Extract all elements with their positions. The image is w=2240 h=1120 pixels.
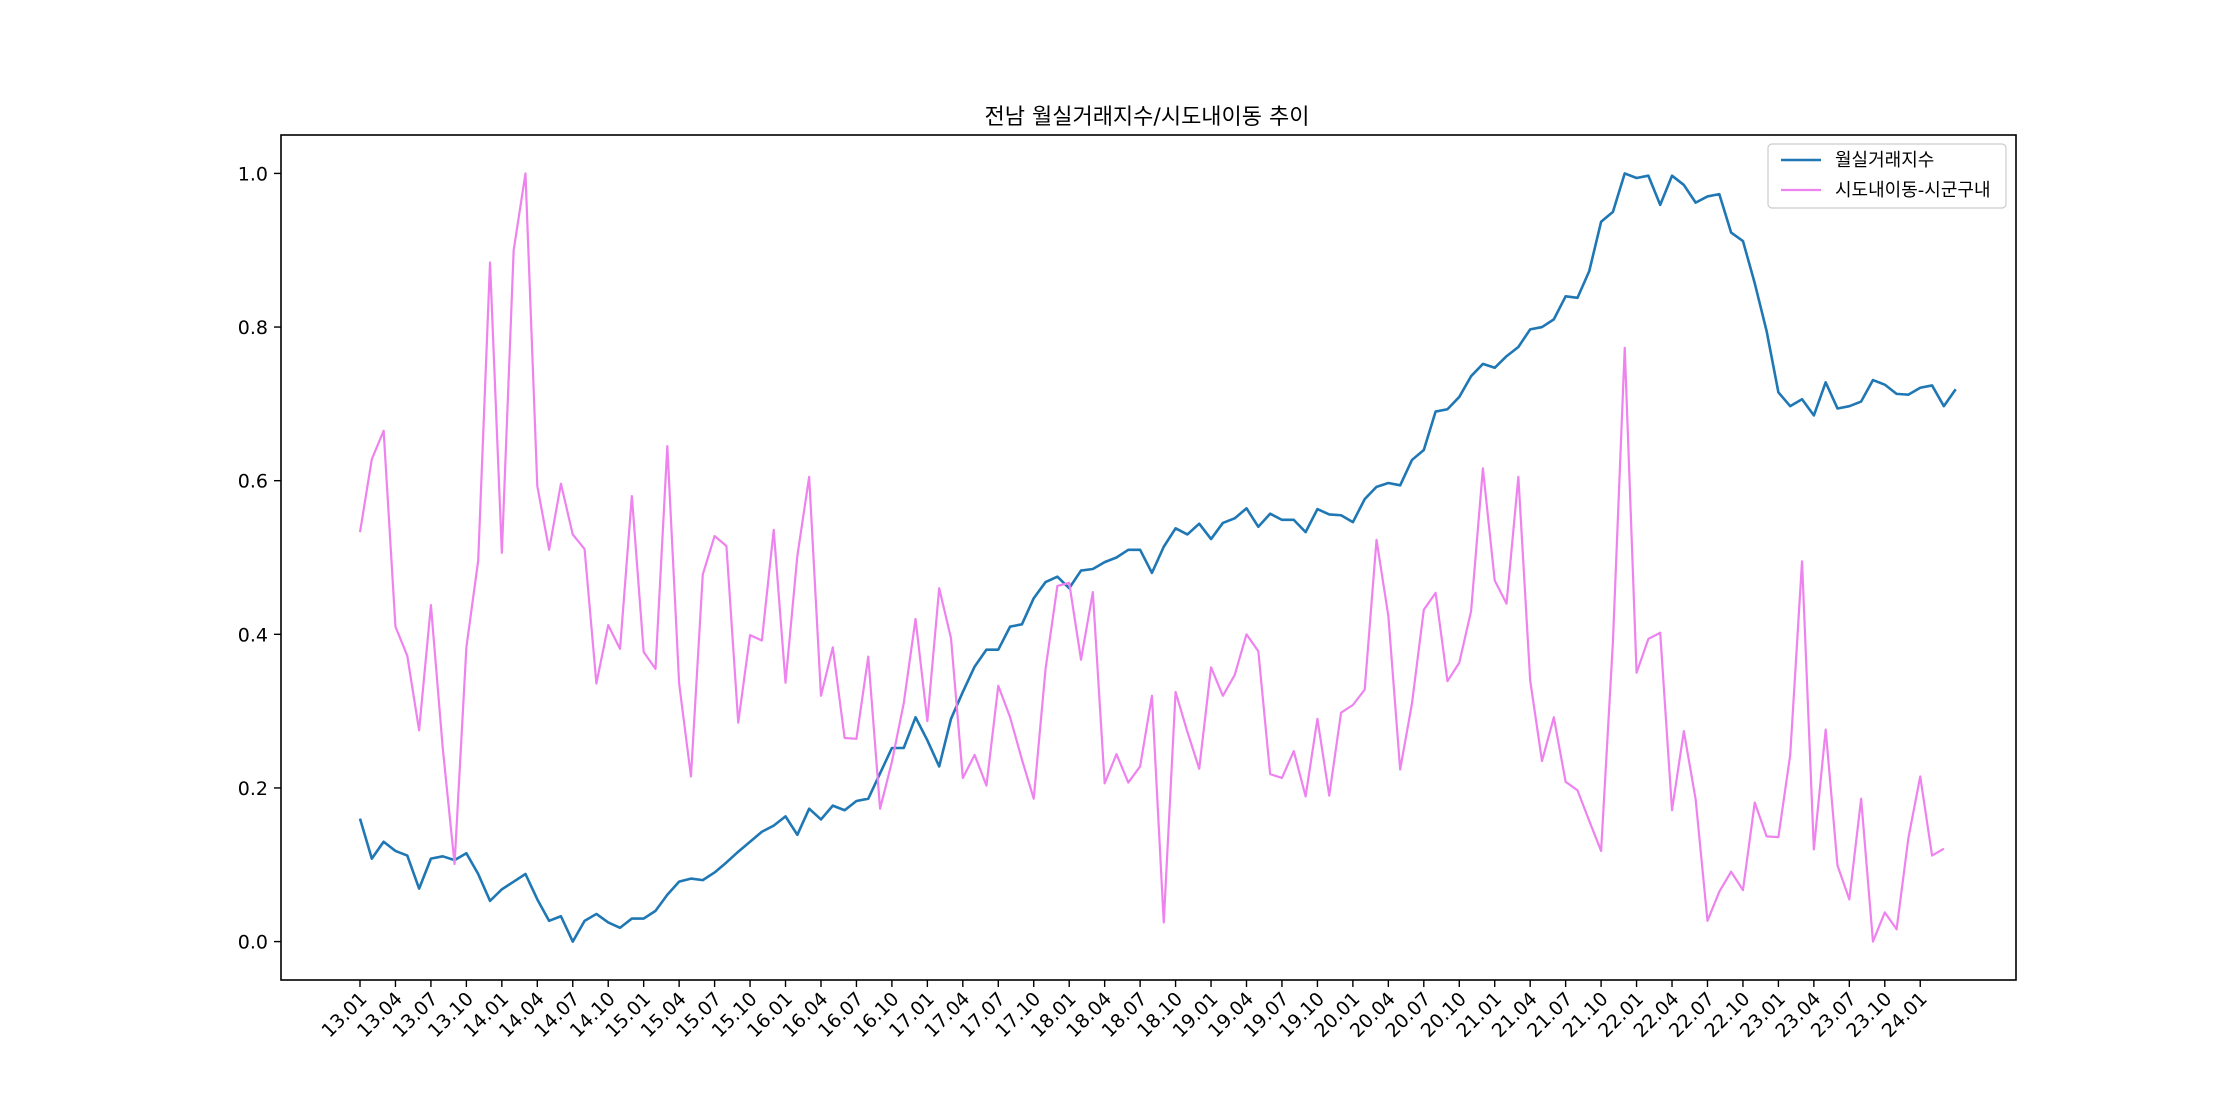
series-layer <box>358 172 1957 943</box>
y-tick-label: 0.2 <box>238 778 268 800</box>
series-line-1 <box>358 172 1957 943</box>
series-line-2 <box>358 172 1945 943</box>
legend-frame <box>1767 143 2007 209</box>
y-axis: 0.0 0.2 0.4 0.6 0.8 1.0 <box>238 163 281 954</box>
y-tick-label: 0.8 <box>238 317 268 339</box>
y-tick-label: 1.0 <box>238 163 268 185</box>
y-tick-label: 0.4 <box>238 624 268 646</box>
legend-label-2: 시도내이동-시군구내 <box>1835 180 1991 201</box>
y-tick-label: 0.0 <box>238 932 268 954</box>
x-axis: 13.0113.0413.0713.1014.0114.0414.0714.10… <box>318 980 1932 1042</box>
chart-title: 전남 월실거래지수/시도내이동 추이 <box>985 105 1310 130</box>
plot-area <box>280 134 2017 981</box>
y-tick-label: 0.6 <box>238 471 268 493</box>
plot-frame <box>280 134 2017 981</box>
legend-label-1: 월실거래지수 <box>1835 150 1934 171</box>
